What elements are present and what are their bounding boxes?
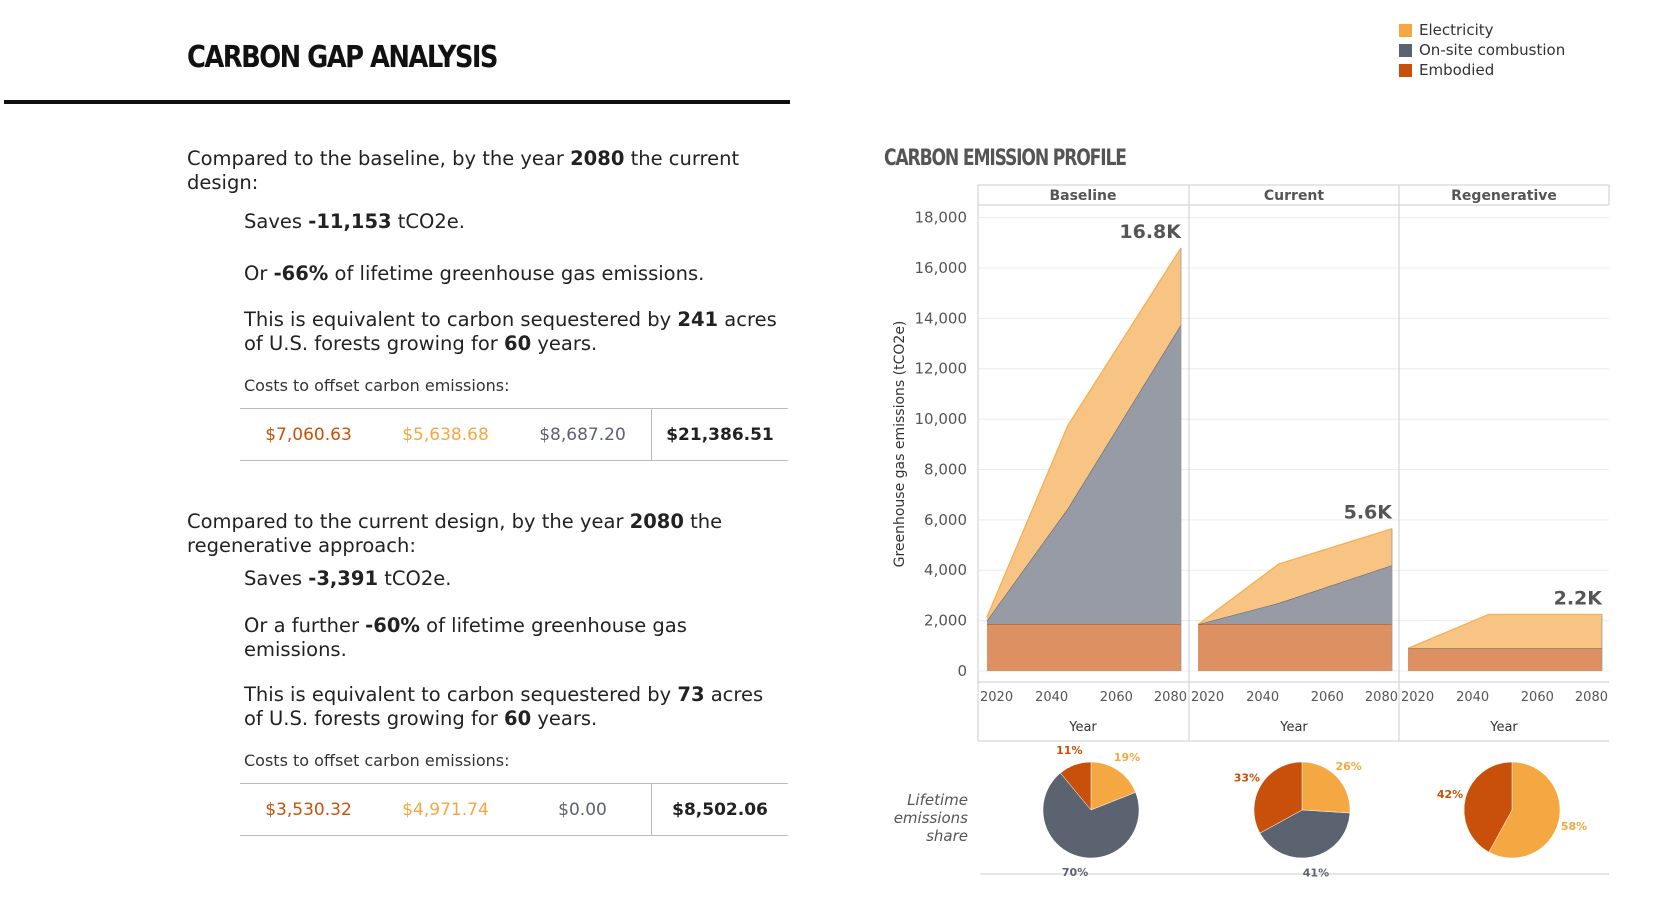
pie-row-label: Lifetime: [907, 791, 968, 809]
panel-header-regenerative: Regenerative: [1451, 188, 1557, 204]
pie-label-embodied: 11%: [1056, 744, 1082, 757]
y-tick-label: 2,000: [924, 612, 967, 630]
area-on-site-combustion-baseline: [987, 324, 1181, 625]
x-tick-label: 2080: [1575, 690, 1608, 705]
legend-item-embodied: Embodied: [1399, 60, 1565, 80]
area-embodied-regenerative: [1408, 648, 1602, 671]
pie-slice-electricity: [1090, 761, 1136, 811]
area-edge-electricity: [1407, 613, 1602, 649]
total-label-current: 5.6K: [1344, 502, 1394, 524]
x-tick-label: 2060: [1100, 690, 1133, 705]
panel-header-baseline: Baseline: [1049, 188, 1116, 204]
x-axis-label: Year: [1279, 720, 1308, 735]
section2-equivalent: This is equivalent to carbon sequestered…: [244, 683, 764, 730]
y-tick-label: 6,000: [924, 511, 967, 529]
area-embodied-baseline: [987, 624, 1181, 671]
pie-label-electricity: 58%: [1561, 820, 1587, 833]
panel-header-current: Current: [1264, 188, 1325, 204]
legend-label: On-site combustion: [1419, 41, 1566, 59]
y-tick-label: 4,000: [924, 561, 967, 579]
x-tick-label: 2040: [1035, 690, 1068, 705]
legend-swatch-onsite: [1399, 43, 1412, 57]
x-axis-label: Year: [1068, 720, 1097, 735]
cost-total: $21,386.51: [651, 409, 788, 460]
cost-total: $8,502.06: [651, 784, 788, 835]
y-axis-label: Greenhouse gas emissions (tCO2e): [892, 321, 908, 568]
legend-item-onsite: On-site combustion: [1399, 40, 1565, 60]
cost-electricity: $5,638.68: [402, 424, 489, 445]
chart-legend: Electricity On-site combustion Embodied: [1399, 20, 1565, 80]
x-tick-label: 2020: [980, 690, 1013, 705]
section1-cost-table: $7,060.63 $5,638.68 $8,687.20 $21,386.51: [240, 408, 788, 461]
area-edge-electricity: [1197, 528, 1393, 625]
cost-onsite: $8,687.20: [539, 424, 626, 445]
section2-percent: Or a further -60% of lifetime greenhouse…: [244, 614, 687, 661]
cost-embodied: $3,530.32: [265, 799, 352, 820]
x-axis-label: Year: [1489, 720, 1518, 735]
area-electricity-regenerative: [1408, 614, 1602, 649]
area-embodied-current: [1198, 624, 1392, 671]
legend-swatch-embodied: [1399, 63, 1412, 77]
area-edge-electricity: [986, 247, 1182, 618]
section2-intro: Compared to the current design, by the y…: [187, 510, 723, 557]
cost-embodied: $7,060.63: [265, 424, 352, 445]
x-tick-label: 2060: [1521, 690, 1554, 705]
pie-slice-embodied: [1253, 761, 1303, 834]
y-tick-label: 12,000: [915, 360, 968, 378]
pie-label-electricity: 19%: [1114, 751, 1140, 764]
x-tick-label: 2020: [1401, 690, 1434, 705]
section1-percent: Or -66% of lifetime greenhouse gas emiss…: [244, 262, 705, 285]
legend-swatch-electricity: [1399, 23, 1412, 37]
pie-slice-electricity: [1488, 761, 1561, 859]
section1-intro: Compared to the baseline, by the year 20…: [187, 147, 740, 194]
section1-equivalent: This is equivalent to carbon sequestered…: [244, 308, 777, 355]
cost-electricity: $4,971.74: [402, 799, 489, 820]
chart-title: CARBON EMISSION PROFILE: [884, 146, 1127, 171]
x-tick-label: 2040: [1456, 690, 1489, 705]
pie-row-label: emissions: [894, 809, 968, 827]
page-title: CARBON GAP ANALYSIS: [187, 40, 499, 75]
y-tick-label: 14,000: [915, 309, 968, 327]
x-tick-label: 2040: [1246, 690, 1279, 705]
title-divider: [4, 100, 790, 104]
section1-saves: Saves -11,153 tCO2e.: [244, 210, 465, 233]
pie-slice-embodied: [1463, 761, 1513, 853]
cost-onsite: $0.00: [558, 799, 607, 820]
y-tick-label: 18,000: [915, 209, 968, 227]
x-tick-label: 2080: [1154, 690, 1187, 705]
pie-label-on-site-combustion: 41%: [1303, 866, 1329, 879]
total-label-regenerative: 2.2K: [1554, 587, 1604, 609]
pie-row-label: share: [926, 827, 968, 845]
y-tick-label: 10,000: [915, 410, 968, 428]
section2-cost-table: $3,530.32 $4,971.74 $0.00 $8,502.06: [240, 783, 788, 836]
y-tick-label: 8,000: [924, 460, 967, 478]
pie-slice-on-site-combustion: [1042, 772, 1140, 859]
legend-label: Electricity: [1419, 21, 1494, 39]
area-electricity-baseline: [987, 247, 1181, 621]
legend-label: Embodied: [1419, 61, 1495, 79]
pie-label-electricity: 26%: [1335, 760, 1361, 773]
pie-label-embodied: 42%: [1437, 788, 1463, 801]
pie-slice-embodied: [1060, 761, 1092, 811]
section2-saves: Saves -3,391 tCO2e.: [244, 567, 452, 590]
total-label-baseline: 16.8K: [1119, 221, 1182, 243]
pie-label-embodied: 33%: [1234, 771, 1260, 784]
pie-label-on-site-combustion: 70%: [1062, 866, 1088, 879]
legend-item-electricity: Electricity: [1399, 20, 1565, 40]
y-tick-label: 0: [957, 662, 967, 680]
area-electricity-current: [1198, 528, 1392, 625]
pie-slice-on-site-combustion: [1259, 809, 1351, 859]
pie-slice-electricity: [1301, 761, 1351, 814]
y-tick-label: 16,000: [915, 259, 968, 277]
section2-costs-label: Costs to offset carbon emissions:: [244, 751, 510, 770]
section1-costs-label: Costs to offset carbon emissions:: [244, 376, 510, 395]
x-tick-label: 2020: [1191, 690, 1224, 705]
x-tick-label: 2080: [1365, 690, 1398, 705]
area-on-site-combustion-current: [1198, 565, 1392, 625]
x-tick-label: 2060: [1311, 690, 1344, 705]
